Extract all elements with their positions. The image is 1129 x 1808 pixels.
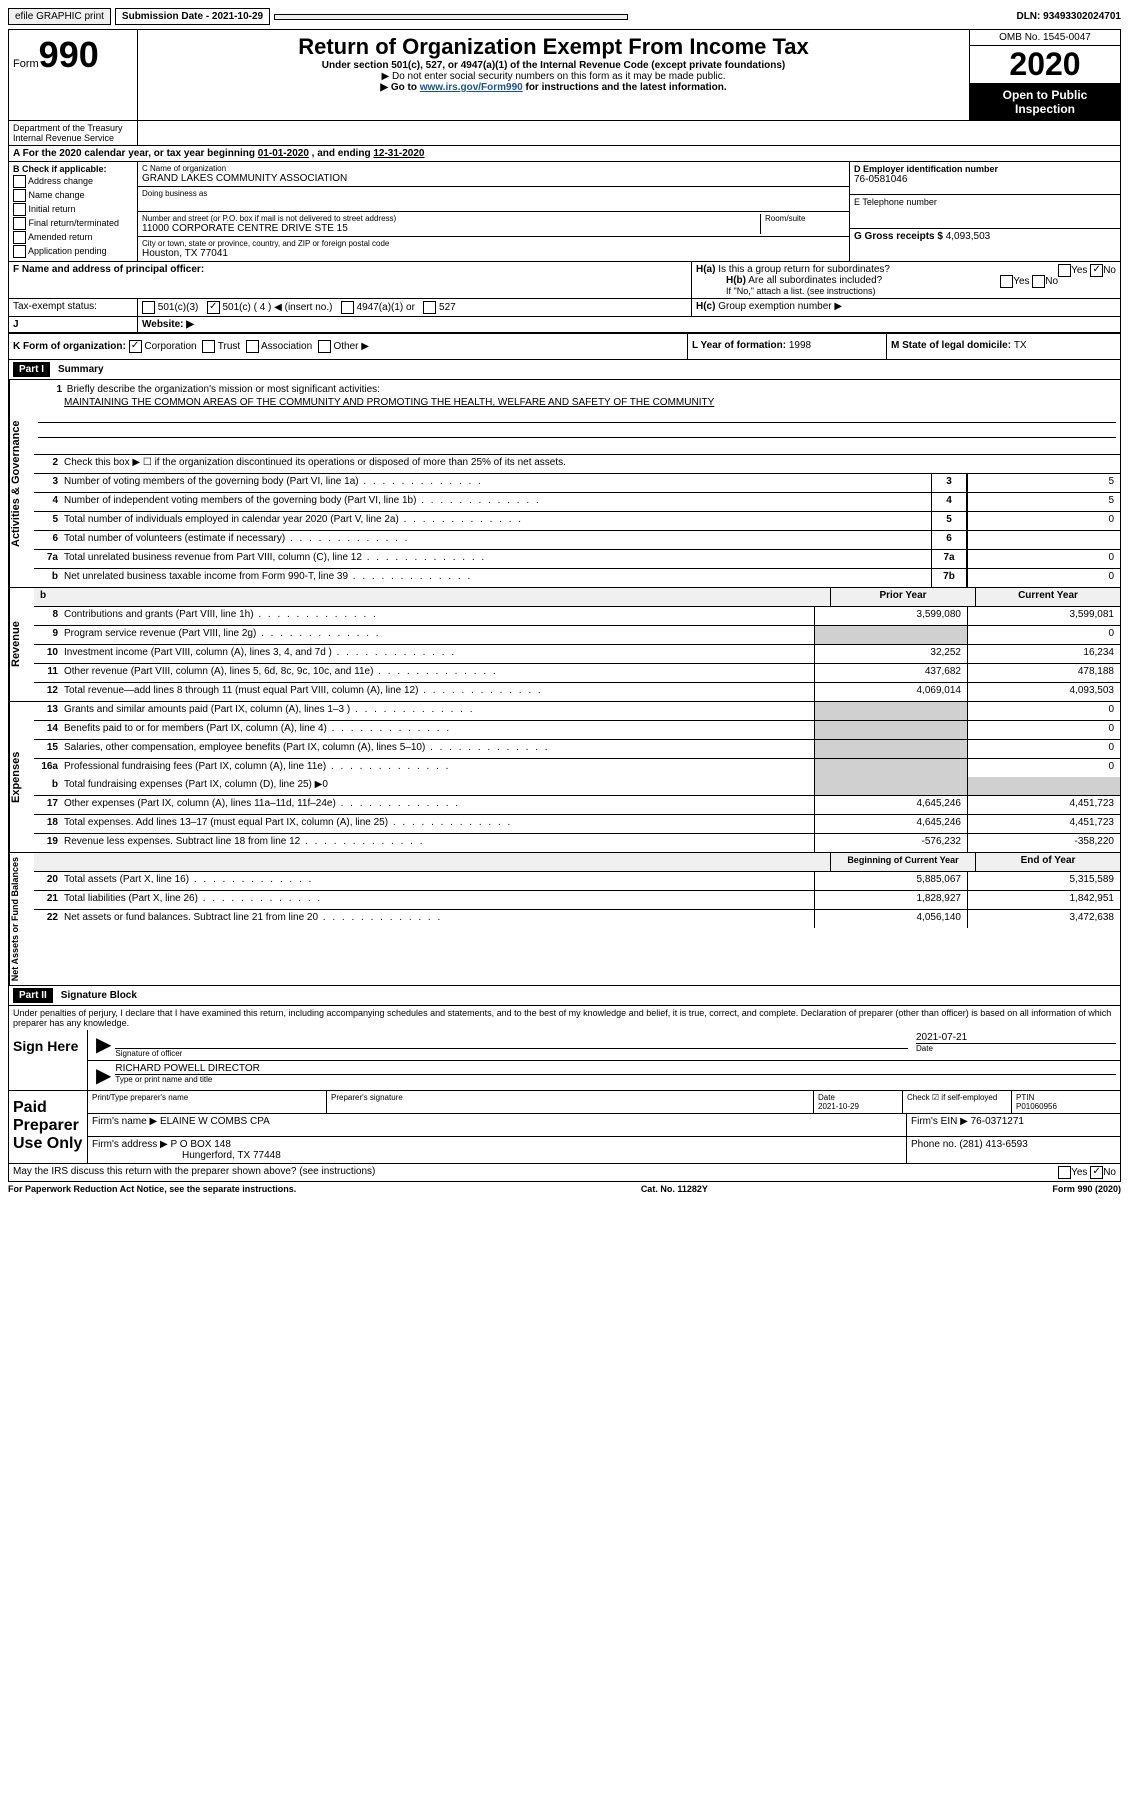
header-right: OMB No. 1545-0047 2020 Open to Public In… xyxy=(970,30,1120,120)
form-990-label: Form990 xyxy=(9,30,138,120)
irs-link[interactable]: www.irs.gov/Form990 xyxy=(420,82,523,93)
vtab-netassets: Net Assets or Fund Balances xyxy=(9,853,34,985)
paid-preparer-section: Paid Preparer Use Only Print/Type prepar… xyxy=(8,1091,1121,1164)
summary-line: 21Total liabilities (Part X, line 26)1,8… xyxy=(34,891,1120,910)
summary-line: 8Contributions and grants (Part VIII, li… xyxy=(34,607,1120,626)
summary-line: 10Investment income (Part VIII, column (… xyxy=(34,645,1120,664)
firm-ein: 76-0371271 xyxy=(971,1116,1024,1127)
signature-arrow-icon-2: ▶ xyxy=(92,1063,115,1088)
tax-year: 2020 xyxy=(970,46,1120,84)
section-c: C Name of organization GRAND LAKES COMMU… xyxy=(138,162,850,261)
signature-arrow-icon: ▶ xyxy=(92,1032,115,1058)
form-note1: ▶ Do not enter social security numbers o… xyxy=(142,71,965,82)
cb-initial-return[interactable]: Initial return xyxy=(13,203,133,216)
firm-addr2: Hungerford, TX 77448 xyxy=(92,1150,281,1161)
topbar: efile GRAPHIC print Submission Date - 20… xyxy=(8,8,1121,25)
vtab-expenses: Expenses xyxy=(9,702,34,852)
org-city: Houston, TX 77041 xyxy=(142,248,845,259)
dept-row: Department of the Treasury Internal Reve… xyxy=(8,121,1121,146)
section-bcdeg: B Check if applicable: Address change Na… xyxy=(8,162,1121,262)
governance-section: Activities & Governance 1 Briefly descri… xyxy=(8,380,1121,588)
part2-header: Part IISignature Block xyxy=(8,986,1121,1006)
summary-line: 9Program service revenue (Part VIII, lin… xyxy=(34,626,1120,645)
summary-line: 6Total number of volunteers (estimate if… xyxy=(34,531,1120,550)
summary-line: 22Net assets or fund balances. Subtract … xyxy=(34,910,1120,928)
org-name: GRAND LAKES COMMUNITY ASSOCIATION xyxy=(142,173,845,184)
ptin: P01060956 xyxy=(1016,1102,1057,1111)
form-note2: ▶ Go to www.irs.gov/Form990 for instruct… xyxy=(142,82,965,93)
prep-date: 2021-10-29 xyxy=(818,1102,859,1111)
summary-line: 18Total expenses. Add lines 13–17 (must … xyxy=(34,815,1120,834)
discuss-row: May the IRS discuss this return with the… xyxy=(8,1164,1121,1182)
summary-line: 13Grants and similar amounts paid (Part … xyxy=(34,702,1120,721)
open-to-public: Open to Public Inspection xyxy=(970,84,1120,120)
section-deg: D Employer identification number 76-0581… xyxy=(850,162,1120,261)
cb-final-return[interactable]: Final return/terminated xyxy=(13,217,133,230)
ein: 76-0581046 xyxy=(854,174,1116,185)
firm-name: ELAINE W COMBS CPA xyxy=(160,1116,270,1127)
summary-line: 19Revenue less expenses. Subtract line 1… xyxy=(34,834,1120,852)
section-klm: K Form of organization: ✓ Corporation Tr… xyxy=(8,334,1121,360)
summary-line: 16aProfessional fundraising fees (Part I… xyxy=(34,759,1120,777)
sig-date: 2021-07-21 xyxy=(916,1032,1116,1043)
netassets-section: Net Assets or Fund Balances Beginning of… xyxy=(8,853,1121,986)
firm-addr1: P O BOX 148 xyxy=(171,1139,231,1150)
paid-preparer-label: Paid Preparer Use Only xyxy=(9,1091,88,1163)
firm-phone: (281) 413-6593 xyxy=(959,1139,1027,1150)
dept-treasury: Department of the Treasury Internal Reve… xyxy=(9,121,138,145)
mission-text: MAINTAINING THE COMMON AREAS OF THE COMM… xyxy=(38,397,1116,408)
vtab-governance: Activities & Governance xyxy=(9,380,34,587)
summary-line: 20Total assets (Part X, line 16)5,885,06… xyxy=(34,872,1120,891)
cb-amended[interactable]: Amended return xyxy=(13,231,133,244)
summary-line: 5Total number of individuals employed in… xyxy=(34,512,1120,531)
dln: DLN: 93493302024701 xyxy=(1016,11,1121,22)
expenses-section: Expenses 13Grants and similar amounts pa… xyxy=(8,702,1121,853)
state-domicile: TX xyxy=(1014,340,1027,351)
efile-tag[interactable]: efile GRAPHIC print xyxy=(8,8,111,25)
cb-address-change[interactable]: Address change xyxy=(13,175,133,188)
section-j: J Website: ▶ xyxy=(8,317,1121,334)
cb-app-pending[interactable]: Application pending xyxy=(13,245,133,258)
tax-exempt-label: Tax-exempt status: xyxy=(9,299,138,316)
officer-name: RICHARD POWELL DIRECTOR xyxy=(115,1063,1116,1074)
summary-line: 4Number of independent voting members of… xyxy=(34,493,1120,512)
vtab-revenue: Revenue xyxy=(9,588,34,701)
penalties-text: Under penalties of perjury, I declare th… xyxy=(8,1006,1121,1030)
form-title: Return of Organization Exempt From Incom… xyxy=(142,34,965,60)
summary-line: 14Benefits paid to or for members (Part … xyxy=(34,721,1120,740)
year-formation: 1998 xyxy=(789,340,811,351)
summary-line: 11Other revenue (Part VIII, column (A), … xyxy=(34,664,1120,683)
summary-line: 15Salaries, other compensation, employee… xyxy=(34,740,1120,759)
form-subtitle: Under section 501(c), 527, or 4947(a)(1)… xyxy=(142,60,965,71)
summary-line: 17Other expenses (Part IX, column (A), l… xyxy=(34,796,1120,815)
footer-note: For Paperwork Reduction Act Notice, see … xyxy=(8,1182,1121,1196)
section-a: A For the 2020 calendar year, or tax yea… xyxy=(8,146,1121,162)
section-i: Tax-exempt status: 501(c)(3) ✓ 501(c) ( … xyxy=(8,299,1121,317)
sign-here-label: Sign Here xyxy=(9,1030,88,1090)
blank-box xyxy=(274,14,628,20)
omb-number: OMB No. 1545-0047 xyxy=(970,30,1120,46)
submission-date: Submission Date - 2021-10-29 xyxy=(115,8,270,25)
section-fh: F Name and address of principal officer:… xyxy=(8,262,1121,299)
summary-line: 12Total revenue—add lines 8 through 11 (… xyxy=(34,683,1120,701)
revenue-section: Revenue b Prior Year Current Year 8Contr… xyxy=(8,588,1121,702)
cb-name-change[interactable]: Name change xyxy=(13,189,133,202)
summary-line: 7aTotal unrelated business revenue from … xyxy=(34,550,1120,569)
section-f: F Name and address of principal officer: xyxy=(9,262,692,298)
header-center: Return of Organization Exempt From Incom… xyxy=(138,30,970,120)
summary-line: bNet unrelated business taxable income f… xyxy=(34,569,1120,587)
section-h: H(a) Is this a group return for subordin… xyxy=(692,262,1120,298)
form-header: Form990 Return of Organization Exempt Fr… xyxy=(8,29,1121,121)
org-address: 11000 CORPORATE CENTRE DRIVE STE 15 xyxy=(142,223,760,234)
section-b: B Check if applicable: Address change Na… xyxy=(9,162,138,261)
gross-receipts: 4,093,503 xyxy=(946,231,991,242)
part1-header: Part ISummary xyxy=(8,360,1121,380)
summary-line: 3Number of voting members of the governi… xyxy=(34,474,1120,493)
sign-here-section: Sign Here ▶ Signature of officer 2021-07… xyxy=(8,1030,1121,1091)
